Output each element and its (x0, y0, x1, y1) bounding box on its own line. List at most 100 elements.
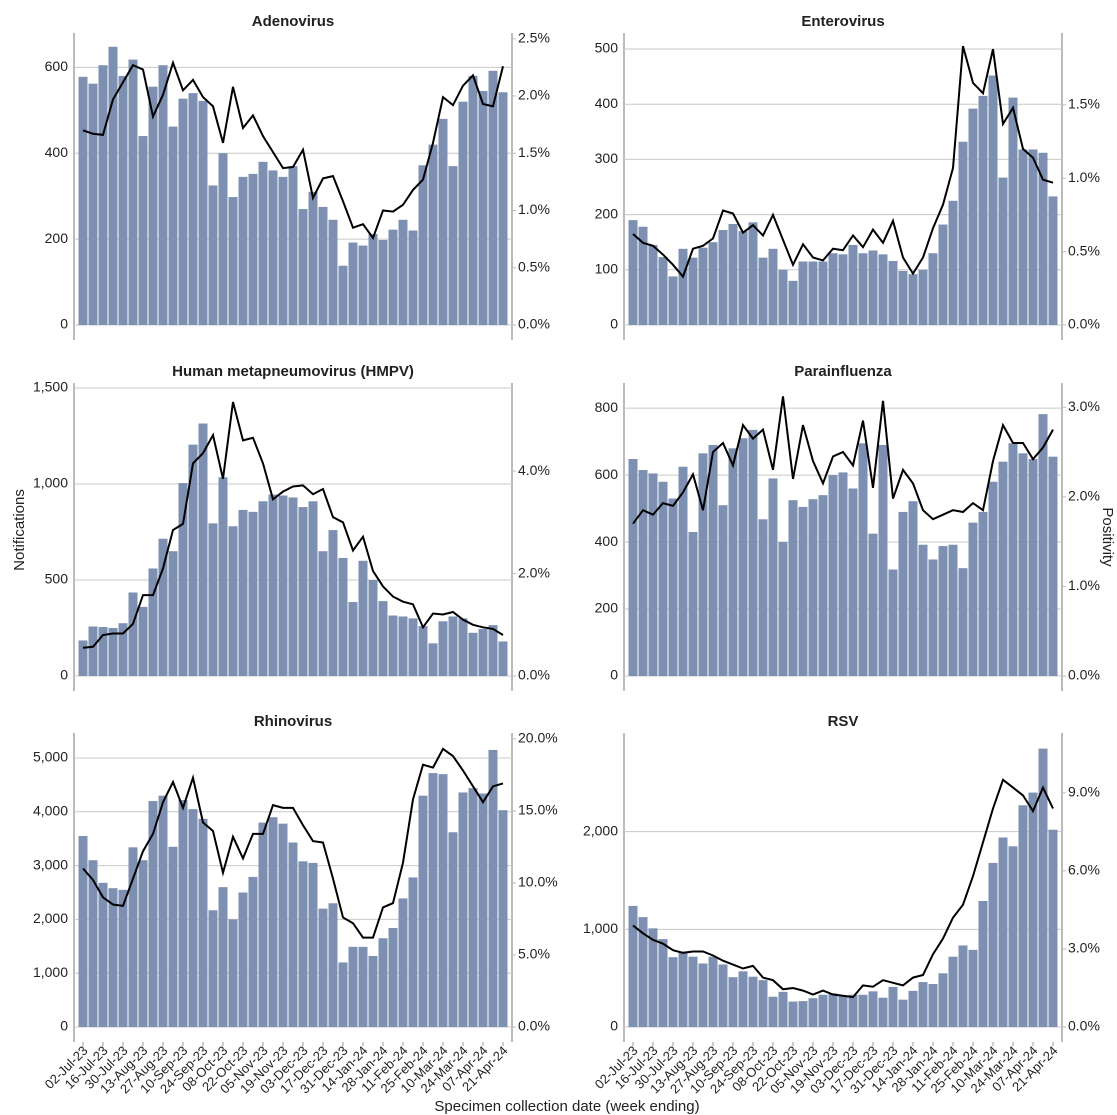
bar (128, 59, 138, 325)
bar (888, 569, 898, 676)
y-tick-label: 2,000 (33, 910, 68, 926)
y2-tick-label: 0.0% (1068, 316, 1100, 332)
y-tick-label: 0 (60, 316, 68, 332)
bar (478, 90, 488, 326)
bar (198, 423, 208, 676)
bar (668, 498, 678, 676)
y2-tick-label: 6.0% (1068, 862, 1100, 878)
y2-tick-label: 0.5% (518, 258, 550, 274)
bar (358, 245, 368, 325)
bar (978, 901, 988, 1027)
bar (228, 919, 238, 1027)
y-tick-label: 5,000 (33, 749, 68, 765)
positivity-line (632, 45, 1054, 279)
bar (98, 65, 108, 326)
y-tick-label: 200 (595, 600, 619, 616)
bar (178, 799, 188, 1027)
bar (468, 788, 478, 1027)
bar (798, 261, 808, 325)
y-tick-label: 1,500 (33, 379, 68, 395)
bar (358, 560, 368, 676)
bar (78, 640, 88, 676)
positivity-line (82, 59, 504, 241)
bar (158, 795, 168, 1027)
bar (788, 280, 798, 325)
bar (188, 93, 198, 325)
bar (318, 206, 328, 325)
bar (968, 522, 978, 676)
bar (1038, 414, 1048, 676)
bar (968, 108, 978, 326)
bar (148, 801, 158, 1027)
bar (778, 269, 788, 325)
bar (858, 443, 868, 676)
y-tick-label: 0 (610, 316, 618, 332)
bar (318, 551, 328, 676)
bar (288, 497, 298, 676)
bar (638, 470, 648, 676)
bar (258, 501, 268, 676)
y2-tick-label: 3.0% (1068, 940, 1100, 956)
bar (198, 100, 208, 325)
panel-title: Human metapneumovirus (HMPV) (172, 363, 414, 380)
bar (218, 887, 228, 1027)
positivity-line (82, 747, 504, 939)
bar (158, 538, 168, 676)
y-tick-label: 400 (45, 144, 69, 160)
bar (1028, 792, 1038, 1027)
bar (378, 601, 388, 676)
bar (128, 847, 138, 1027)
bar (428, 773, 438, 1027)
bar (968, 949, 978, 1027)
bar (688, 956, 698, 1027)
bar (398, 898, 408, 1027)
bar (698, 247, 708, 325)
bar (808, 261, 818, 325)
y-tick-label: 2,000 (583, 822, 618, 838)
y2-tick-label: 2.0% (518, 564, 550, 580)
bar (388, 229, 398, 325)
bar (438, 621, 448, 676)
bar (798, 506, 808, 676)
bar (118, 75, 128, 325)
bar (238, 892, 248, 1027)
bar (658, 939, 668, 1027)
bar (1018, 149, 1028, 325)
bar (948, 200, 958, 325)
bar (428, 144, 438, 325)
bar (628, 459, 638, 676)
bar (678, 952, 688, 1027)
bar (468, 632, 478, 676)
bar (958, 568, 968, 676)
bar (918, 544, 928, 676)
bar (278, 823, 288, 1027)
bar (778, 542, 788, 676)
bar (788, 500, 798, 676)
x-axis-title: Specimen collection date (week ending) (434, 1098, 699, 1115)
y2-tick-label: 1.0% (1068, 577, 1100, 593)
bar (408, 618, 418, 676)
y2-tick-label: 2.5% (518, 29, 550, 45)
bar (768, 248, 778, 325)
bar (938, 973, 948, 1027)
bar (828, 253, 838, 325)
bar (758, 257, 768, 325)
bar (208, 185, 218, 325)
y-tick-label: 600 (595, 466, 619, 482)
y2-tick-label: 9.0% (1068, 784, 1100, 800)
y-tick-label: 300 (595, 150, 619, 166)
bar (138, 606, 148, 676)
y2-tick-label: 4.0% (518, 462, 550, 478)
y-tick-label: 1,000 (33, 964, 68, 980)
y-tick-label: 400 (595, 95, 619, 111)
y2-tick-label: 0.0% (518, 667, 550, 683)
bar (498, 641, 508, 676)
bar (328, 219, 338, 325)
positivity-line (82, 401, 504, 649)
bar (708, 956, 718, 1027)
bar (728, 977, 738, 1027)
bar (928, 559, 938, 676)
bar (988, 862, 998, 1027)
y2-tick-label: 0.0% (518, 1018, 550, 1034)
bar (688, 532, 698, 676)
